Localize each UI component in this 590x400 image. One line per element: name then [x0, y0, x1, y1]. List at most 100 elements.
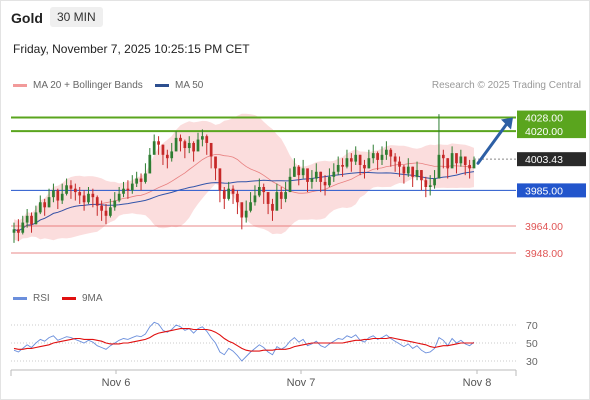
candle-body [205, 136, 209, 143]
legend-ma50-label: MA 50 [175, 80, 204, 91]
time-label-2: Nov 8 [463, 377, 492, 389]
legend-rsi-ma: 9MA [62, 293, 103, 304]
candle-body [244, 210, 248, 218]
candle-body [47, 197, 51, 208]
candle-body [437, 154, 441, 179]
candle-body [69, 185, 73, 189]
candle-body [148, 154, 152, 174]
candle-body [218, 168, 222, 191]
ma50-line [13, 171, 475, 232]
candle-body [363, 164, 366, 169]
legend-bollinger-label: MA 20 + Bollinger Bands [33, 80, 143, 91]
instrument-title: Gold [11, 10, 43, 26]
candle-body [367, 158, 371, 169]
candle-body [323, 181, 327, 186]
candle-body [301, 168, 305, 176]
candle-body [170, 151, 174, 159]
candle-body [25, 215, 29, 223]
level-label-3948.00: 3948.00 [525, 248, 563, 260]
candle-body [336, 164, 340, 172]
candle-body [420, 170, 423, 181]
candle-body [441, 154, 445, 159]
chart-datetime: Friday, November 7, 2025 10:25:15 PM CET [13, 42, 250, 56]
candle-body [56, 190, 60, 201]
candle-body [38, 202, 42, 213]
rsi-tick-30: 30 [526, 356, 538, 368]
candle-body [415, 170, 419, 177]
candle-body [34, 212, 38, 225]
candle-body [73, 188, 77, 193]
candle-body [468, 164, 471, 169]
candle-body [411, 166, 415, 177]
candle-body [345, 158, 349, 167]
candle-body [192, 142, 195, 152]
candle-body [306, 168, 309, 182]
candle-body [109, 207, 112, 216]
candle-body [319, 171, 323, 182]
candle-body [214, 156, 217, 169]
target-arrow-shaft [476, 122, 509, 165]
candle-body [43, 202, 47, 208]
level-tag-4020.00 [517, 124, 586, 139]
candle-body [240, 202, 244, 218]
rsi-tick-70: 70 [526, 320, 538, 332]
candle-body [332, 171, 336, 177]
candle-body [463, 156, 467, 165]
candle-body [284, 192, 287, 199]
candle-body [402, 166, 406, 174]
candle-body [122, 188, 125, 194]
candle-body [262, 187, 266, 193]
candle-body [165, 154, 169, 159]
candle-body [433, 178, 436, 186]
candle-body [95, 197, 99, 206]
candle-body [398, 161, 401, 167]
candle-body [450, 153, 454, 169]
candle-body [288, 176, 292, 193]
candle-body [428, 185, 432, 187]
candle-body [257, 187, 261, 196]
legend-rsi-ma-label: 9MA [82, 293, 103, 304]
legend-bollinger: MA 20 + Bollinger Bands [13, 80, 143, 91]
candle-body [152, 141, 156, 155]
level-tag-4028.00 [517, 110, 586, 125]
candle-body [253, 195, 257, 203]
rsi-ma-line [13, 328, 474, 352]
legend-ma50: MA 50 [155, 80, 203, 91]
candle-body [126, 188, 130, 191]
candle-body [266, 192, 270, 204]
candle-body [17, 229, 20, 233]
rsi-line [13, 321, 475, 362]
candle-body [65, 185, 68, 194]
candle-body [314, 171, 318, 179]
candle-body [183, 141, 187, 149]
rsi-tick-50: 50 [526, 338, 538, 350]
candle-body [376, 153, 379, 160]
candle-body [130, 183, 134, 191]
candle-body [279, 192, 283, 199]
candle-body [371, 153, 375, 159]
candle-body [104, 210, 108, 216]
level-tag-4003.43 [517, 152, 586, 167]
rsi-ma-swatch [62, 297, 76, 300]
candle-body [231, 188, 235, 194]
candle-body [144, 173, 147, 182]
timeframe-badge[interactable]: 30 MIN [50, 7, 103, 27]
candle-body [227, 188, 231, 199]
candle-body [12, 229, 16, 233]
candle-body [389, 149, 393, 157]
candle-body [21, 222, 25, 233]
level-label-3985.00: 3985.00 [525, 185, 563, 197]
candle-body [446, 158, 450, 169]
candle-body [341, 164, 344, 167]
time-label-1: Nov 7 [287, 377, 316, 389]
candle-body [135, 178, 139, 184]
candle-body [209, 142, 213, 157]
target-arrow-head [501, 117, 513, 130]
candle-body [354, 154, 358, 162]
legend-rsi: RSI [13, 293, 50, 304]
candle-body [82, 195, 86, 203]
candle-body [78, 192, 82, 196]
candle-body [393, 156, 397, 162]
candle-body [91, 193, 95, 198]
